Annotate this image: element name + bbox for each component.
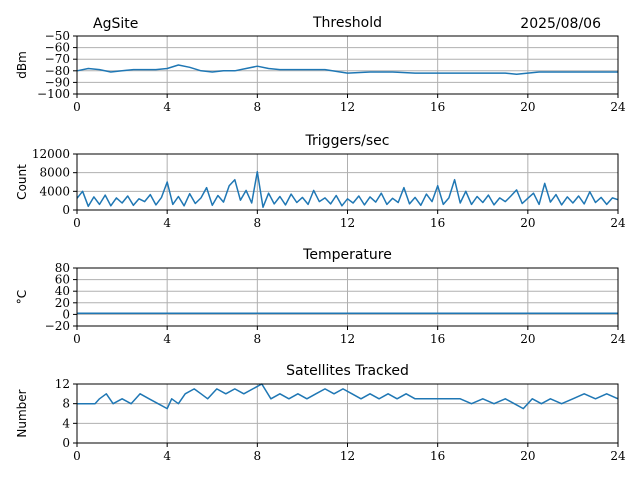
x-tick-label: 16 [430, 332, 445, 346]
x-tick-label: 0 [73, 216, 81, 230]
x-tick-label: 0 [73, 100, 81, 114]
x-tick-label: 24 [610, 449, 626, 463]
x-tick-label: 16 [430, 216, 445, 230]
y-tick-label: −80 [45, 64, 70, 78]
y-tick-label: 0 [62, 203, 70, 217]
chart-title: Triggers/sec [305, 133, 390, 149]
y-tick-label: 20 [55, 296, 70, 310]
x-tick-label: 4 [163, 100, 171, 114]
x-tick-label: 8 [254, 100, 262, 114]
x-tick-label: 16 [430, 100, 445, 114]
y-tick-label: −20 [45, 319, 70, 333]
x-tick-label: 20 [520, 100, 535, 114]
y-tick-label: 12 [55, 377, 70, 391]
x-tick-label: 24 [610, 100, 626, 114]
x-tick-label: 4 [163, 216, 171, 230]
chart-title: Satellites Tracked [286, 363, 409, 379]
series-line [76, 170, 619, 208]
x-tick-label: 0 [73, 449, 81, 463]
y-tick-label: −70 [45, 52, 70, 66]
x-tick-label: 8 [254, 216, 262, 230]
x-tick-label: 8 [254, 332, 262, 346]
series-line [76, 64, 618, 76]
chart-title: Threshold [312, 15, 382, 31]
y-tick-label: 4 [62, 416, 70, 430]
y-tick-label: 8000 [39, 166, 70, 180]
y-tick-label: 0 [62, 307, 70, 321]
y-tick-label: 40 [55, 284, 70, 298]
y-tick-label: 0 [62, 436, 70, 450]
date-label: 2025/08/06 [520, 16, 601, 32]
y-tick-label: 4000 [39, 184, 70, 198]
x-tick-label: 12 [340, 332, 355, 346]
y-axis-label: Number [15, 389, 29, 437]
x-tick-label: 24 [610, 216, 626, 230]
x-tick-label: 12 [340, 216, 355, 230]
chart-title: Temperature [302, 247, 392, 263]
y-axis-label: Count [15, 164, 29, 200]
x-tick-label: 24 [610, 332, 626, 346]
series-line [77, 383, 619, 410]
y-tick-label: 60 [55, 273, 70, 287]
site-label: AgSite [93, 16, 138, 32]
y-tick-label: 80 [55, 261, 70, 275]
x-tick-label: 20 [520, 216, 535, 230]
x-tick-label: 8 [254, 449, 262, 463]
x-tick-label: 16 [430, 449, 445, 463]
x-tick-label: 4 [163, 449, 171, 463]
x-tick-label: 20 [520, 449, 535, 463]
y-tick-label: 8 [62, 397, 70, 411]
y-tick-label: −60 [45, 41, 70, 55]
y-axis-label: °C [15, 290, 29, 304]
x-tick-label: 12 [340, 449, 355, 463]
y-tick-label: −50 [45, 29, 70, 43]
x-tick-label: 4 [163, 332, 171, 346]
y-axis-label: dBm [15, 51, 29, 79]
y-tick-label: 12000 [32, 147, 70, 161]
x-tick-label: 20 [520, 332, 535, 346]
y-tick-label: −100 [37, 87, 70, 101]
x-tick-label: 12 [340, 100, 355, 114]
x-tick-label: 0 [73, 332, 81, 346]
y-tick-label: −90 [45, 75, 70, 89]
